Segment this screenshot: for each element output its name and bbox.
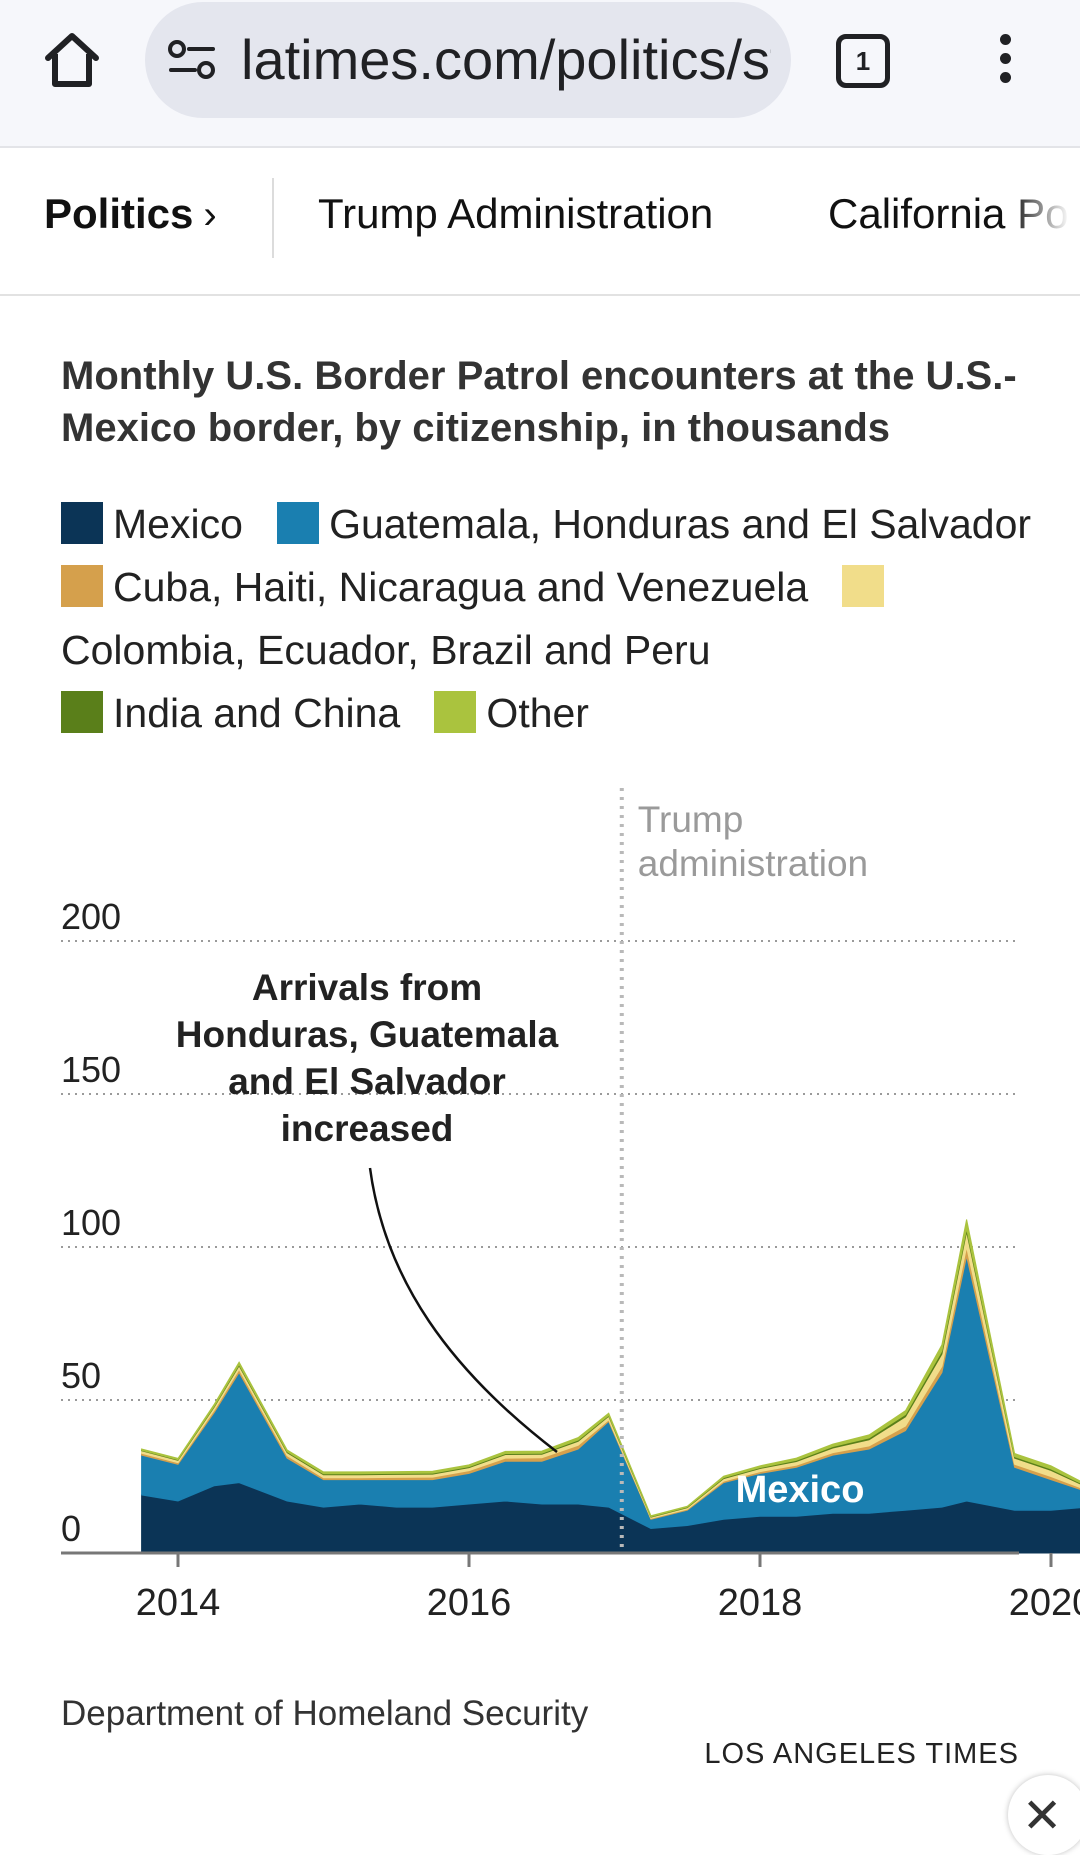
legend-item-india-china: India and China — [61, 690, 400, 736]
legend-item-mexico: Mexico — [61, 501, 243, 547]
legend-swatch-central-america — [277, 502, 320, 544]
nav-fade — [1010, 148, 1080, 294]
close-icon: ✕ — [1022, 1790, 1063, 1843]
nav-item-trump-administration[interactable]: Trump Administration — [318, 190, 714, 237]
legend-swatch-mexico — [61, 502, 103, 544]
legend-label: Other — [486, 690, 589, 736]
tab-switcher-button[interactable]: 1 — [836, 34, 890, 88]
y-tick-label: 100 — [61, 1202, 121, 1243]
legend-label: India and China — [113, 690, 401, 736]
section-nav: Politics › Trump Administration Californi… — [0, 148, 1080, 296]
site-settings-icon[interactable] — [167, 38, 217, 82]
chart-title: Monthly U.S. Border Patrol encounters at… — [61, 354, 1017, 450]
x-tick-label: 2014 — [136, 1582, 221, 1624]
x-tick-label: 2018 — [718, 1582, 803, 1624]
more-menu-icon[interactable] — [990, 30, 1020, 94]
nav-divider — [272, 178, 274, 258]
url-text[interactable]: latimes.com/politics/story — [241, 28, 771, 91]
legend-swatch-south-america — [842, 565, 885, 607]
chart-credit: LOS ANGELES TIMES — [704, 1738, 1019, 1770]
y-tick-label: 200 — [61, 896, 121, 937]
close-button[interactable]: ✕ — [1008, 1775, 1080, 1855]
legend-item-south-america: Colombia, Ecuador, Brazil and Peru — [61, 564, 894, 673]
legend-label: Cuba, Haiti, Nicaragua and Venezuela — [113, 564, 809, 610]
annotation-arrow-line — [368, 1167, 558, 1453]
x-tick-label: 2020 — [1009, 1582, 1080, 1624]
legend-swatch-caribbean-venezuela — [61, 565, 103, 607]
y-tick-label: 0 — [61, 1508, 81, 1549]
chart-source: Department of Homeland Security — [61, 1694, 589, 1733]
home-icon[interactable] — [40, 28, 104, 92]
address-bar[interactable]: latimes.com/politics/story — [145, 2, 791, 118]
series-label-mexico: Mexico — [736, 1469, 865, 1511]
chart-legend: Mexico Guatemala, Honduras and El Salvad… — [61, 493, 1061, 745]
legend-item-other: Other — [434, 690, 589, 736]
y-tick-label: 150 — [61, 1049, 121, 1090]
legend-label: Mexico — [113, 501, 243, 547]
legend-label: Colombia, Ecuador, Brazil and Peru — [61, 627, 711, 673]
y-tick-label: 50 — [61, 1355, 101, 1396]
area-series-other — [141, 1219, 1080, 1518]
legend-swatch-india-china — [61, 691, 103, 733]
x-tick-label: 2016 — [427, 1582, 512, 1624]
legend-swatch-other — [434, 691, 477, 733]
annotation-central-america-increase: Arrivals from Honduras, Guatemala and El S… — [176, 967, 559, 1149]
browser-toolbar: latimes.com/politics/story 1 — [0, 0, 1080, 148]
legend-item-central-america: Guatemala, Honduras and El Salvador — [277, 501, 1031, 547]
chevron-right-icon: › — [203, 193, 217, 237]
legend-item-caribbean-venezuela: Cuba, Haiti, Nicaragua and Venezuela — [61, 564, 808, 610]
annotation-trump-administration: Trump administration — [638, 799, 868, 884]
nav-section-politics[interactable]: Politics › — [44, 190, 217, 238]
legend-label: Guatemala, Honduras and El Salvador — [329, 501, 1032, 547]
nav-section-label: Politics — [44, 190, 194, 237]
